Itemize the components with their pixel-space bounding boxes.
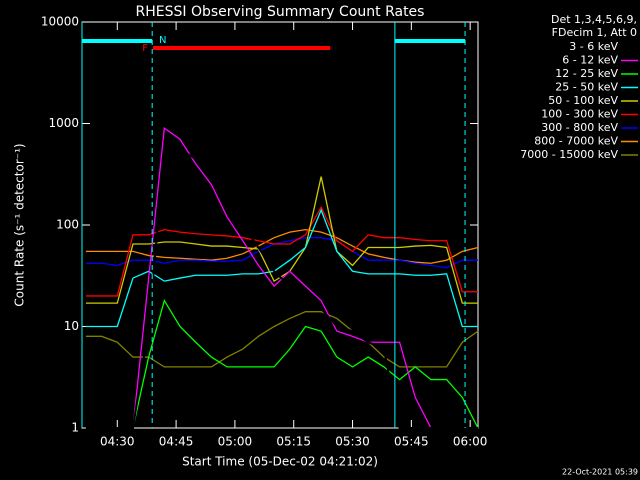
chart-title: RHESSI Observing Summary Count Rates — [136, 4, 425, 20]
legend-label: 7000 - 15000 keV — [520, 148, 618, 161]
flare-label: F — [142, 43, 148, 54]
x-tick-label: 05:00 — [218, 435, 253, 449]
series-line — [85, 208, 478, 328]
series-line — [85, 176, 478, 304]
legend-header: Det 1,3,4,5,6,9, — [551, 13, 637, 26]
y-tick-label: 1000 — [48, 116, 79, 130]
x-axis-label: Start Time (05-Dec-02 04:21:02) — [182, 455, 378, 469]
legend-label: 800 - 7000 keV — [534, 135, 618, 148]
legend-label: 6 - 12 keV — [562, 54, 618, 67]
y-axis-label: Count Rate (s⁻¹ detector⁻¹) — [13, 143, 27, 306]
legend-label: 50 - 100 keV — [548, 94, 618, 107]
series-line — [85, 205, 478, 297]
x-tick-label: 06:00 — [453, 435, 488, 449]
x-tick-label: 04:30 — [100, 435, 135, 449]
series-line — [85, 237, 478, 269]
series-line — [85, 298, 479, 429]
x-tick-label: 05:15 — [276, 435, 311, 449]
legend-label: 3 - 6 keV — [569, 40, 618, 53]
x-tick-label: 05:30 — [335, 435, 370, 449]
legend-header: FDecim 1, Att 0 — [552, 26, 637, 39]
night-label: N — [159, 35, 166, 46]
y-tick-label: 100 — [56, 218, 79, 232]
y-tick-label: 1 — [71, 421, 79, 435]
footer: 22-Oct-2021 05:39 — [562, 468, 638, 477]
legend-label: 100 - 300 keV — [541, 108, 618, 121]
y-tick-label: 10 — [64, 319, 79, 333]
series-line — [85, 311, 479, 368]
legend-label: 25 - 50 keV — [555, 81, 618, 94]
y-tick-label: 10000 — [41, 15, 79, 29]
legend-label: 300 - 800 keV — [541, 121, 618, 134]
x-tick-label: 04:45 — [159, 435, 194, 449]
legend-label: 12 - 25 keV — [555, 67, 618, 80]
x-tick-label: 05:45 — [394, 435, 429, 449]
series-line — [85, 148, 478, 429]
